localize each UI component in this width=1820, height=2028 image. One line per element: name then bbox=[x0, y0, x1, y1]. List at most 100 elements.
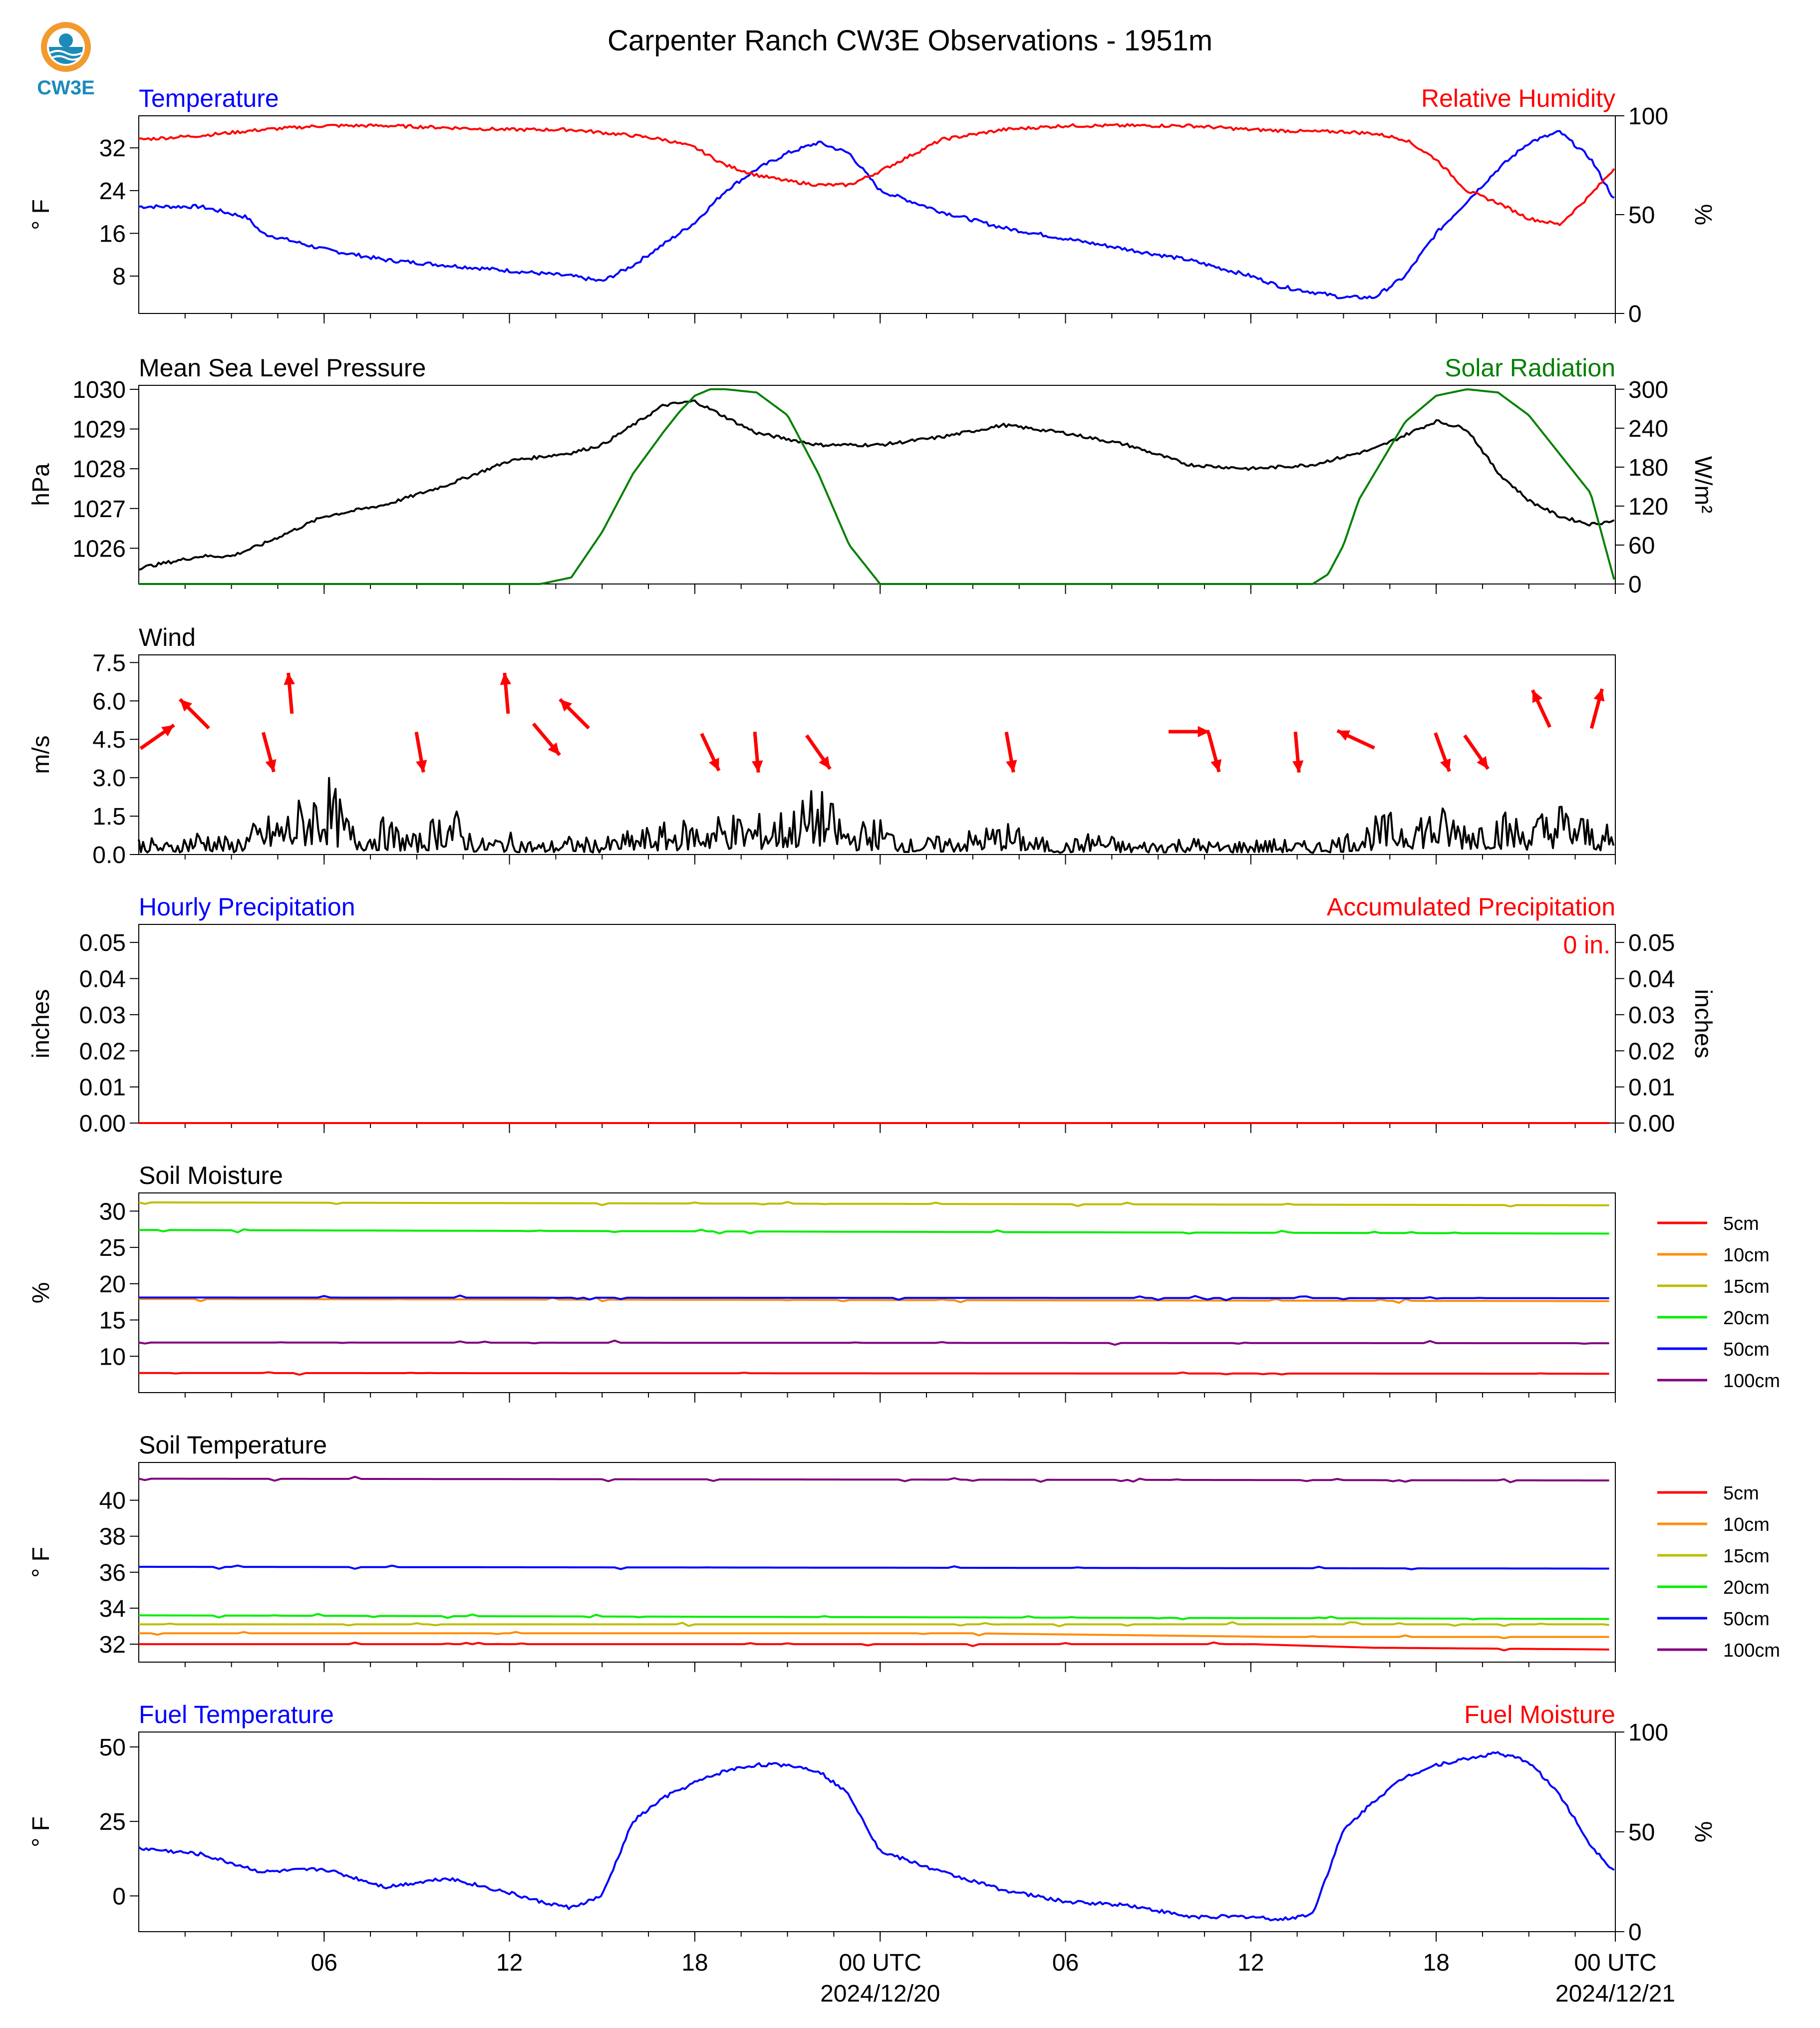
y-axis-label: hPa bbox=[28, 463, 54, 506]
panel-title-right: Fuel Moisture bbox=[1464, 1701, 1615, 1729]
series-line-10cm bbox=[139, 1296, 1609, 1304]
panel-title-right: Solar Radiation bbox=[1445, 354, 1615, 382]
x-tick-label: 00 UTC bbox=[839, 1950, 921, 1976]
y-tick-label: 1026 bbox=[72, 536, 126, 562]
legend-label: 15cm bbox=[1723, 1546, 1770, 1567]
series-line-50cm bbox=[139, 1564, 1609, 1570]
legend-label: 100cm bbox=[1723, 1371, 1780, 1392]
panel-title-left: Soil Moisture bbox=[139, 1161, 283, 1189]
wind-arrow bbox=[284, 672, 295, 714]
wind-arrow bbox=[1004, 731, 1017, 773]
panel-frame-fuel bbox=[138, 1732, 1616, 1932]
wind-arrow bbox=[178, 698, 210, 730]
y-tick-label: 25 bbox=[99, 1235, 126, 1261]
series-line-100cm bbox=[138, 1475, 1609, 1483]
x-tick-label: 18 bbox=[681, 1950, 708, 1976]
x-tick-label: 06 bbox=[311, 1950, 337, 1976]
panel-frame-pressure_solar bbox=[138, 385, 1616, 584]
wind-arrow bbox=[500, 672, 512, 714]
cw3e-logo-mark bbox=[41, 22, 91, 72]
wind-arrow bbox=[1292, 731, 1304, 773]
accumulated-total-label: 0 in. bbox=[1563, 931, 1610, 959]
y2-axis-label: inches bbox=[1690, 989, 1716, 1059]
series-line-15cm bbox=[138, 1201, 1609, 1207]
y-tick-label: 7.5 bbox=[92, 650, 126, 676]
y2-axis-label: % bbox=[1690, 204, 1716, 226]
wind-arrow bbox=[1336, 729, 1375, 750]
y2-tick-label: 0.03 bbox=[1628, 1002, 1675, 1029]
panel-frame-precipitation bbox=[138, 924, 1616, 1124]
panel-title-left: Mean Sea Level Pressure bbox=[139, 354, 426, 382]
legend-label: 10cm bbox=[1723, 1514, 1770, 1535]
series-line-temperature bbox=[138, 130, 1615, 300]
panel-frame-soil_moisture bbox=[138, 1192, 1616, 1393]
wind-arrow bbox=[1463, 734, 1490, 770]
y-tick-label: 0.00 bbox=[79, 1111, 126, 1137]
y-tick-label: 20 bbox=[99, 1271, 126, 1298]
y-tick-label: 1028 bbox=[72, 456, 126, 483]
legend-label: 50cm bbox=[1723, 1339, 1770, 1360]
y2-tick-label: 0 bbox=[1628, 572, 1642, 598]
y2-tick-label: 0.05 bbox=[1628, 930, 1675, 956]
y-tick-label: 32 bbox=[99, 1632, 126, 1658]
y-tick-label: 50 bbox=[99, 1735, 126, 1761]
y-tick-label: 1030 bbox=[72, 377, 126, 403]
y2-tick-label: 120 bbox=[1628, 494, 1668, 520]
wind-arrow bbox=[1530, 689, 1551, 728]
page-title: Carpenter Ranch CW3E Observations - 1951… bbox=[607, 24, 1213, 57]
y-tick-label: 0 bbox=[112, 1883, 126, 1910]
panel-title-left: Hourly Precipitation bbox=[139, 893, 355, 921]
y-axis-label: ° F bbox=[28, 1816, 54, 1847]
legend-label: 100cm bbox=[1723, 1640, 1780, 1661]
y-tick-label: 16 bbox=[99, 221, 126, 247]
y-axis-label: m/s bbox=[28, 735, 54, 774]
wind-arrow bbox=[700, 733, 721, 772]
series-line-10cm bbox=[139, 1631, 1609, 1640]
x-date-label: 2024/12/21 bbox=[1555, 1981, 1675, 2007]
series-line-15cm bbox=[139, 1621, 1609, 1628]
panel-frame-wind bbox=[138, 654, 1616, 855]
y-tick-label: 0.05 bbox=[79, 930, 126, 956]
wind-arrow bbox=[751, 731, 763, 773]
legend-label: 5cm bbox=[1723, 1213, 1759, 1234]
legend-label: 50cm bbox=[1723, 1609, 1770, 1630]
y2-tick-label: 100 bbox=[1628, 1720, 1668, 1746]
wind-arrow bbox=[1434, 732, 1451, 772]
y-tick-label: 1029 bbox=[72, 417, 126, 443]
series-line-5cm bbox=[139, 1641, 1609, 1652]
x-tick-label: 12 bbox=[1237, 1950, 1264, 1976]
series-line-wind bbox=[138, 777, 1615, 854]
panel-title-left: Temperature bbox=[139, 84, 279, 112]
y2-tick-label: 50 bbox=[1628, 202, 1655, 229]
legend-label: 10cm bbox=[1723, 1245, 1770, 1266]
y2-axis-label: W/m² bbox=[1690, 456, 1716, 514]
y2-tick-label: 240 bbox=[1628, 416, 1668, 442]
y2-tick-label: 300 bbox=[1628, 377, 1668, 403]
x-tick-label: 06 bbox=[1052, 1950, 1079, 1976]
series-line-100cm bbox=[138, 1339, 1609, 1346]
y-tick-label: 8 bbox=[112, 264, 126, 290]
x-tick-label: 00 UTC bbox=[1574, 1950, 1656, 1976]
y-tick-label: 40 bbox=[99, 1488, 126, 1514]
wind-arrow bbox=[1589, 688, 1605, 729]
x-date-label: 2024/12/20 bbox=[820, 1981, 940, 2007]
panel-title-right: Accumulated Precipitation bbox=[1327, 893, 1615, 921]
y-tick-label: 0.03 bbox=[79, 1002, 126, 1029]
series-line-20cm bbox=[139, 1613, 1609, 1621]
panel-title-left: Soil Temperature bbox=[139, 1431, 327, 1459]
y-tick-label: 38 bbox=[99, 1524, 126, 1550]
wind-arrow bbox=[139, 723, 175, 750]
y-tick-label: 4.5 bbox=[92, 727, 126, 753]
series-line-5cm bbox=[139, 1371, 1609, 1376]
y-tick-label: 0.02 bbox=[79, 1038, 126, 1065]
y2-axis-label: % bbox=[1690, 1821, 1716, 1843]
y-tick-label: 0.01 bbox=[79, 1075, 126, 1101]
y-tick-label: 1027 bbox=[72, 496, 126, 523]
y-axis-label: ° F bbox=[28, 1547, 54, 1578]
series-line-50cm bbox=[139, 1294, 1609, 1301]
legend-label: 5cm bbox=[1723, 1483, 1759, 1504]
y-tick-label: 15 bbox=[99, 1308, 126, 1334]
y2-tick-label: 180 bbox=[1628, 455, 1668, 481]
y-axis-label: ° F bbox=[28, 199, 54, 230]
